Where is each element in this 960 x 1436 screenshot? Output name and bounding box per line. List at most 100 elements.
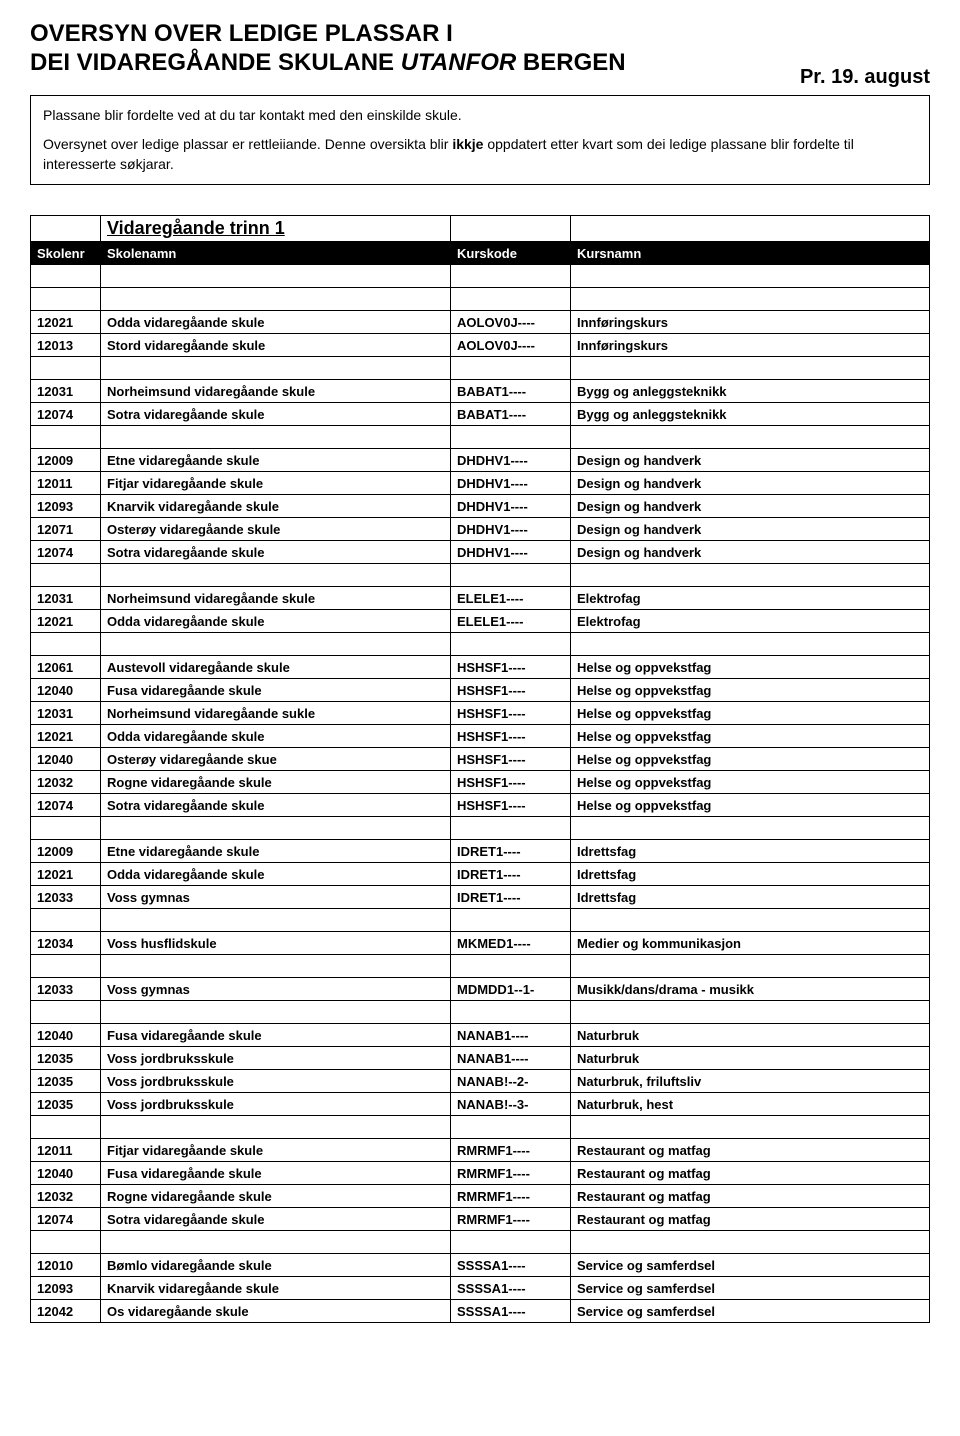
cell-kursnamn: Elektrofag — [571, 587, 930, 610]
table-row: 12071Osterøy vidaregåande skuleDHDHV1---… — [31, 518, 930, 541]
cell — [101, 564, 451, 587]
cell — [31, 564, 101, 587]
info-p2: Oversynet over ledige plassar er rettlei… — [43, 135, 917, 174]
cell-skolenr: 12031 — [31, 587, 101, 610]
cell-kursnamn: Service og samferdsel — [571, 1300, 930, 1323]
cell — [31, 633, 101, 656]
cell-skolenr: 12009 — [31, 449, 101, 472]
cell — [451, 633, 571, 656]
cell — [451, 426, 571, 449]
col-kurskode: Kurskode — [451, 242, 571, 265]
cell-kursnamn: Idrettsfag — [571, 840, 930, 863]
cell-kurskode: NANAB!--3- — [451, 1093, 571, 1116]
table-row: 12035Voss jordbruksskuleNANAB1----Naturb… — [31, 1047, 930, 1070]
cell-skolenr: 12071 — [31, 518, 101, 541]
cell-kurskode: AOLOV0J---- — [451, 334, 571, 357]
info-p2a: Oversynet over ledige plassar er rettlei… — [43, 136, 452, 152]
cell-skolenr: 12040 — [31, 1162, 101, 1185]
cell-kursnamn: Helse og oppvekstfag — [571, 679, 930, 702]
cell-skolenamn: Odda vidaregåande skule — [101, 725, 451, 748]
cell-skolenamn: Voss gymnas — [101, 886, 451, 909]
cell-skolenamn: Rogne vidaregåande skule — [101, 771, 451, 794]
table-row: 12032Rogne vidaregåande skuleRMRMF1----R… — [31, 1185, 930, 1208]
cell-kurskode: NANAB!--2- — [451, 1070, 571, 1093]
cell-skolenamn: Fitjar vidaregåande skule — [101, 472, 451, 495]
cell-kursnamn: Helse og oppvekstfag — [571, 656, 930, 679]
cell-kursnamn: Naturbruk, hest — [571, 1093, 930, 1116]
cell-skolenamn: Norheimsund vidaregåande sukle — [101, 702, 451, 725]
title-line-2a: DEI VIDAREGÅANDE SKULANE — [30, 49, 401, 76]
cell-kurskode: RMRMF1---- — [451, 1185, 571, 1208]
cell-skolenamn: Voss jordbruksskule — [101, 1093, 451, 1116]
cell — [451, 1231, 571, 1254]
table-row: 12074Sotra vidaregåande skuleRMRMF1----R… — [31, 1208, 930, 1231]
info-box: Plassane blir fordelte ved at du tar kon… — [30, 95, 930, 186]
section-title: Vidaregåande trinn 1 — [101, 216, 451, 242]
cell-skolenr: 12040 — [31, 748, 101, 771]
cell-kurskode: MKMED1---- — [451, 932, 571, 955]
cell-skolenamn: Voss husflidskule — [101, 932, 451, 955]
col-skolenamn: Skolenamn — [101, 242, 451, 265]
cell-skolenr: 12035 — [31, 1093, 101, 1116]
cell — [101, 1116, 451, 1139]
cell-skolenamn: Os vidaregåande skule — [101, 1300, 451, 1323]
cell-skolenamn: Etne vidaregåande skule — [101, 449, 451, 472]
data-table: Vidaregåande trinn 1SkolenrSkolenamnKurs… — [30, 215, 930, 1323]
cell-kursnamn: Musikk/dans/drama - musikk — [571, 978, 930, 1001]
cell-kurskode: DHDHV1---- — [451, 449, 571, 472]
cell-skolenamn: Bømlo vidaregåande skule — [101, 1254, 451, 1277]
spacer-row — [31, 265, 930, 288]
cell-kursnamn: Helse og oppvekstfag — [571, 794, 930, 817]
cell — [101, 955, 451, 978]
spacer-row — [31, 1001, 930, 1024]
cell-skolenr: 12011 — [31, 1139, 101, 1162]
cell — [31, 357, 101, 380]
cell — [571, 633, 930, 656]
cell-skolenamn: Odda vidaregåande skule — [101, 311, 451, 334]
cell-kursnamn: Design og handverk — [571, 495, 930, 518]
cell — [451, 564, 571, 587]
cell — [101, 288, 451, 311]
cell-kursnamn: Idrettsfag — [571, 863, 930, 886]
table-row: 12040Fusa vidaregåande skuleRMRMF1----Re… — [31, 1162, 930, 1185]
cell-skolenr: 12032 — [31, 771, 101, 794]
title-line-1: OVERSYN OVER LEDIGE PLASSAR I — [30, 20, 930, 49]
cell-kursnamn: Service og samferdsel — [571, 1277, 930, 1300]
table-row: 12074Sotra vidaregåande skuleBABAT1----B… — [31, 403, 930, 426]
cell-kursnamn: Naturbruk — [571, 1047, 930, 1070]
cell-skolenr: 12021 — [31, 311, 101, 334]
table-row: 12021Odda vidaregåande skuleHSHSF1----He… — [31, 725, 930, 748]
cell-kursnamn: Helse og oppvekstfag — [571, 725, 930, 748]
table-row: 12032Rogne vidaregåande skuleHSHSF1----H… — [31, 771, 930, 794]
cell-skolenr: 12011 — [31, 472, 101, 495]
cell — [451, 357, 571, 380]
cell — [31, 1001, 101, 1024]
cell-skolenamn: Osterøy vidaregåande skue — [101, 748, 451, 771]
cell — [31, 1231, 101, 1254]
cell — [571, 955, 930, 978]
cell-skolenr: 12032 — [31, 1185, 101, 1208]
cell-kursnamn: Restaurant og matfag — [571, 1208, 930, 1231]
cell — [101, 426, 451, 449]
cell-kurskode: RMRMF1---- — [451, 1162, 571, 1185]
cell — [571, 357, 930, 380]
table-row: 12093Knarvik vidaregåande skuleSSSSA1---… — [31, 1277, 930, 1300]
table-row: 12033Voss gymnasIDRET1----Idrettsfag — [31, 886, 930, 909]
cell-kurskode: BABAT1---- — [451, 380, 571, 403]
cell — [451, 817, 571, 840]
table-row: 12011Fitjar vidaregåande skuleDHDHV1----… — [31, 472, 930, 495]
cell-skolenamn: Sotra vidaregåande skule — [101, 541, 451, 564]
table-row: 12009Etne vidaregåande skuleDHDHV1----De… — [31, 449, 930, 472]
cell-skolenamn: Norheimsund vidaregåande skule — [101, 380, 451, 403]
cell — [101, 633, 451, 656]
cell-kurskode: RMRMF1---- — [451, 1208, 571, 1231]
cell-kurskode: DHDHV1---- — [451, 495, 571, 518]
cell — [571, 1116, 930, 1139]
cell — [101, 817, 451, 840]
cell-kursnamn: Naturbruk, friluftsliv — [571, 1070, 930, 1093]
table-row: 12034Voss husflidskuleMKMED1----Medier o… — [31, 932, 930, 955]
cell-skolenr: 12042 — [31, 1300, 101, 1323]
table-header-row: SkolenrSkolenamnKurskodeKursnamn — [31, 242, 930, 265]
cell-skolenr: 12031 — [31, 702, 101, 725]
cell-kursnamn: Naturbruk — [571, 1024, 930, 1047]
